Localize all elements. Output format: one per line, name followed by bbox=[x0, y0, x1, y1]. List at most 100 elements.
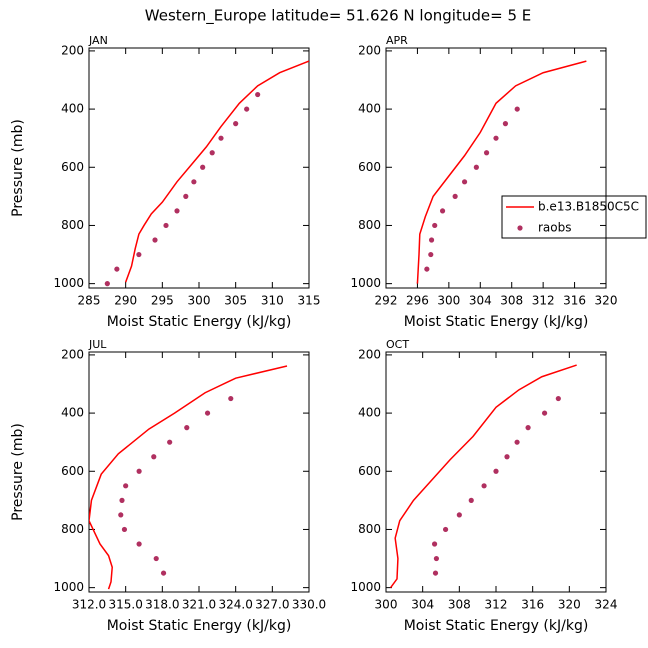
x-tick-label: 296 bbox=[406, 294, 429, 308]
obs-point bbox=[114, 266, 120, 272]
obs-point bbox=[104, 281, 110, 287]
y-tick-label: 800 bbox=[61, 522, 84, 536]
obs-point bbox=[493, 135, 499, 141]
y-tick-label: 200 bbox=[61, 43, 84, 57]
x-tick-label: 290 bbox=[114, 294, 137, 308]
x-tick-label: 300 bbox=[437, 294, 460, 308]
obs-point bbox=[439, 208, 446, 214]
x-tick-label: 292 bbox=[375, 294, 398, 308]
x-tick-label: 310 bbox=[261, 294, 284, 308]
obs-point bbox=[200, 164, 206, 170]
y-tick-label: 400 bbox=[61, 102, 84, 116]
obs-point bbox=[228, 395, 234, 402]
obs-point bbox=[233, 121, 239, 127]
x-axis-label: Moist Static Energy (kJ/kg) bbox=[107, 314, 292, 330]
x-tick-label: 327.0 bbox=[255, 598, 289, 612]
obs-point bbox=[504, 454, 510, 460]
legend-marker bbox=[517, 225, 523, 231]
x-tick-label: 324 bbox=[595, 598, 618, 612]
y-tick-label: 1000 bbox=[350, 276, 381, 290]
obs-point bbox=[218, 135, 224, 141]
y-tick-label: 800 bbox=[61, 218, 84, 232]
y-tick-label: 600 bbox=[358, 160, 381, 174]
x-tick-label: 295 bbox=[151, 294, 174, 308]
x-axis-label: Moist Static Energy (kJ/kg) bbox=[404, 618, 589, 634]
obs-point bbox=[151, 454, 157, 460]
obs-point bbox=[541, 410, 548, 416]
obs-point bbox=[136, 541, 142, 547]
panel-title: OCT bbox=[386, 338, 409, 351]
y-tick-label: 1000 bbox=[350, 580, 381, 594]
profile-line bbox=[416, 60, 587, 284]
obs-point bbox=[483, 150, 490, 156]
legend-box bbox=[501, 195, 647, 239]
y-tick-label: 600 bbox=[358, 464, 381, 478]
obs-point bbox=[191, 179, 197, 185]
obs-point bbox=[555, 395, 561, 402]
x-tick-label: 285 bbox=[78, 294, 101, 308]
obs-point bbox=[514, 439, 520, 445]
obs-point bbox=[431, 541, 438, 547]
obs-point bbox=[452, 193, 458, 199]
plot-frame bbox=[385, 47, 607, 289]
legend-label: b.e13.B1850C5C bbox=[538, 200, 639, 214]
obs-point bbox=[153, 555, 159, 562]
obs-point bbox=[209, 150, 215, 156]
obs-point bbox=[514, 106, 520, 112]
profile-line bbox=[124, 60, 309, 283]
obs-point bbox=[456, 512, 462, 518]
x-tick-label: 312.0 bbox=[72, 598, 106, 612]
panel-title: JAN bbox=[88, 34, 108, 47]
profile-line bbox=[389, 364, 577, 589]
profile-line bbox=[89, 365, 288, 590]
obs-point bbox=[167, 439, 173, 445]
panel-title: JUL bbox=[88, 338, 107, 351]
x-tick-label: 312 bbox=[532, 294, 555, 308]
y-axis-label: Pressure (mb) bbox=[10, 423, 26, 521]
x-tick-label: 330.0 bbox=[292, 598, 326, 612]
obs-point bbox=[163, 222, 169, 229]
obs-point bbox=[502, 121, 509, 127]
x-tick-label: 320 bbox=[558, 598, 581, 612]
y-axis-label: Pressure (mb) bbox=[10, 119, 26, 217]
obs-point bbox=[118, 512, 124, 518]
obs-point bbox=[442, 526, 449, 533]
obs-point bbox=[255, 91, 261, 98]
x-tick-label: 308 bbox=[448, 598, 471, 612]
y-tick-label: 800 bbox=[358, 522, 381, 536]
obs-point bbox=[121, 526, 128, 533]
obs-point bbox=[461, 179, 468, 185]
obs-point bbox=[123, 483, 129, 489]
obs-point bbox=[152, 237, 158, 243]
x-tick-label: 315 bbox=[298, 294, 321, 308]
obs-point bbox=[244, 106, 250, 112]
obs-point bbox=[184, 425, 190, 431]
y-tick-label: 400 bbox=[358, 406, 381, 420]
obs-point bbox=[183, 193, 189, 199]
x-tick-label: 312 bbox=[485, 598, 508, 612]
panel-title: APR bbox=[386, 34, 408, 47]
obs-point bbox=[119, 497, 125, 503]
figure-title: Western_Europe latitude= 51.626 N longit… bbox=[145, 7, 531, 26]
x-tick-label: 305 bbox=[224, 294, 247, 308]
x-axis-label: Moist Static Energy (kJ/kg) bbox=[107, 618, 292, 634]
obs-point bbox=[136, 251, 142, 258]
obs-point bbox=[468, 497, 474, 503]
x-tick-label: 304 bbox=[469, 294, 492, 308]
obs-point bbox=[204, 410, 211, 416]
x-tick-label: 318.0 bbox=[145, 598, 179, 612]
x-tick-label: 315.0 bbox=[108, 598, 142, 612]
x-tick-label: 304 bbox=[411, 598, 434, 612]
x-tick-label: 316 bbox=[521, 598, 544, 612]
y-tick-label: 600 bbox=[61, 160, 84, 174]
y-tick-label: 200 bbox=[358, 43, 381, 57]
obs-point bbox=[473, 164, 479, 170]
plot-frame bbox=[88, 351, 310, 593]
x-tick-label: 300 bbox=[188, 294, 211, 308]
y-tick-label: 1000 bbox=[53, 580, 84, 594]
obs-point bbox=[160, 570, 167, 576]
x-tick-label: 324.0 bbox=[218, 598, 252, 612]
obs-point bbox=[493, 468, 499, 474]
plot-frame bbox=[88, 47, 310, 289]
